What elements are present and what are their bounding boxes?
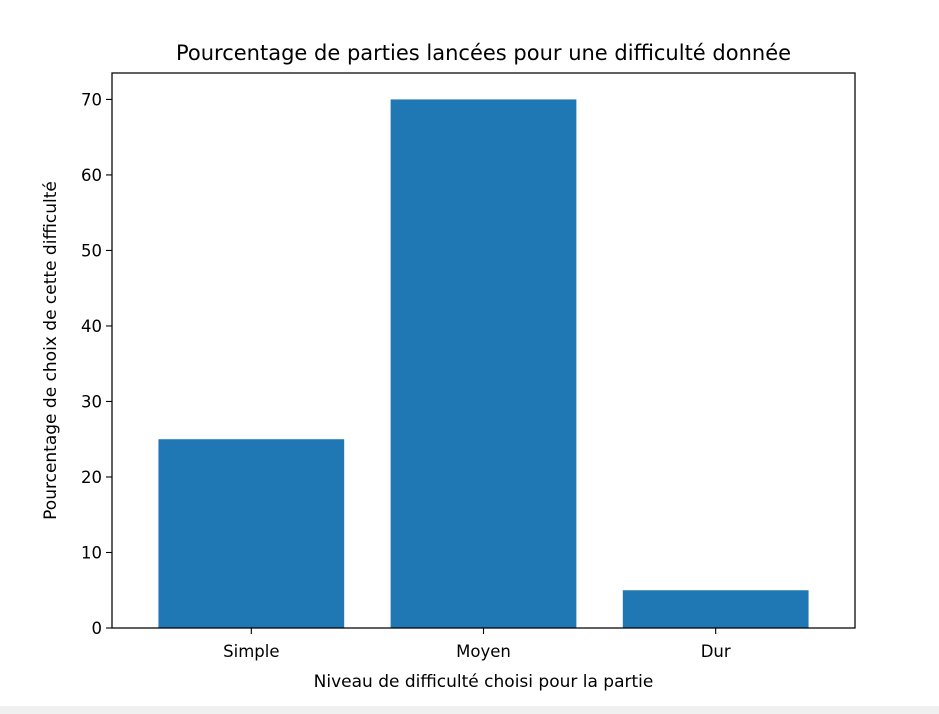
x-axis: Simple Moyen Dur [223, 628, 731, 661]
y-tick-label: 60 [81, 166, 102, 185]
y-tick-label: 20 [81, 468, 102, 487]
y-tick-label: 30 [81, 392, 102, 411]
y-tick-label: 40 [81, 317, 102, 336]
axes-frame [111, 72, 856, 629]
y-tick-label: 0 [92, 619, 103, 638]
bar-simple [158, 439, 345, 628]
bars-group [158, 99, 809, 628]
x-tick-label: Moyen [456, 642, 511, 661]
x-axis-label: Niveau de difficulté choisi pour la part… [314, 672, 654, 692]
bar-moyen [390, 99, 577, 628]
y-axis-label: Pourcentage de choix de cette difficulté [41, 181, 61, 520]
y-tick-label: 10 [81, 543, 102, 562]
x-tick-label: Simple [223, 642, 279, 661]
y-tick-label: 70 [81, 90, 102, 109]
bar-dur [622, 590, 809, 628]
chart-title: Pourcentage de parties lancées pour une … [176, 41, 791, 65]
y-axis: 0 10 20 30 40 50 60 70 [81, 90, 112, 638]
y-tick-label: 50 [81, 241, 102, 260]
x-tick-label: Dur [701, 642, 731, 661]
